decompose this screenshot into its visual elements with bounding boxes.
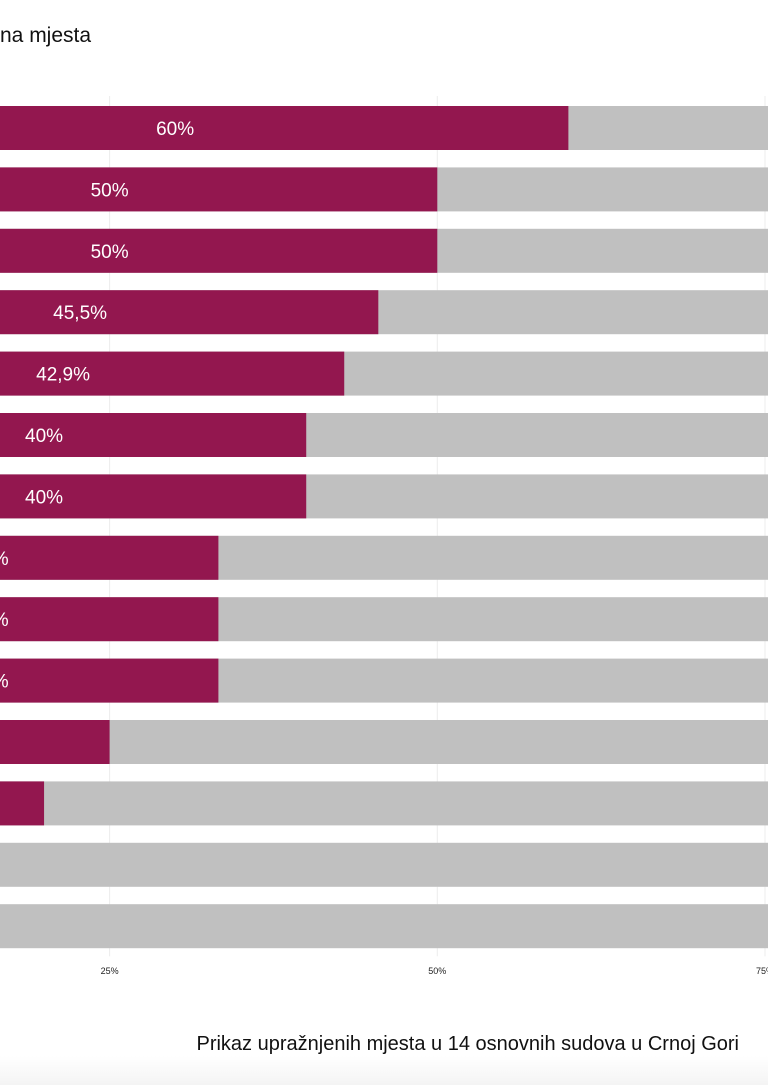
bar-value-label: 60% xyxy=(156,119,194,140)
bar-value-label: 50% xyxy=(91,180,129,201)
x-tick-label: 50% xyxy=(428,966,446,976)
bar-value xyxy=(0,413,307,457)
bar-value xyxy=(0,167,438,212)
bottom-fade xyxy=(0,1056,768,1085)
bar-remainder xyxy=(0,781,768,826)
bar-value-label: 40% xyxy=(25,487,63,508)
bar-value-label: % xyxy=(0,549,9,570)
bar-value xyxy=(0,781,45,826)
x-tick-label: 25% xyxy=(101,966,119,976)
bar-value xyxy=(0,228,438,273)
bar-value xyxy=(0,658,219,703)
bar-value xyxy=(0,351,345,396)
bar-chart: 60% 50% 50% 45,5% 42,9% 40% 40%%%% 25% 50% 75% xyxy=(0,96,768,976)
bar-value xyxy=(0,597,219,642)
bar-value-label: % xyxy=(0,610,9,631)
bar-value-label: % xyxy=(0,672,9,693)
bar-value-label: 42,9% xyxy=(36,365,90,386)
bar-value-label: 45,5% xyxy=(53,303,107,324)
bar-value-label: 50% xyxy=(91,242,129,263)
bar-value xyxy=(0,474,307,519)
bar-value xyxy=(0,106,569,150)
bar-value-label: 40% xyxy=(25,426,63,447)
chart-caption: Prikaz upražnjenih mjesta u 14 osnovnih … xyxy=(196,1033,739,1055)
bar-remainder xyxy=(0,904,768,949)
bar-value xyxy=(0,290,379,335)
bar-value xyxy=(0,720,110,764)
x-tick-label: 75% xyxy=(756,966,768,976)
bar-remainder xyxy=(0,720,768,764)
bar-remainder xyxy=(0,842,768,887)
chart-title: na mjesta xyxy=(0,24,92,47)
bar-value xyxy=(0,535,219,580)
